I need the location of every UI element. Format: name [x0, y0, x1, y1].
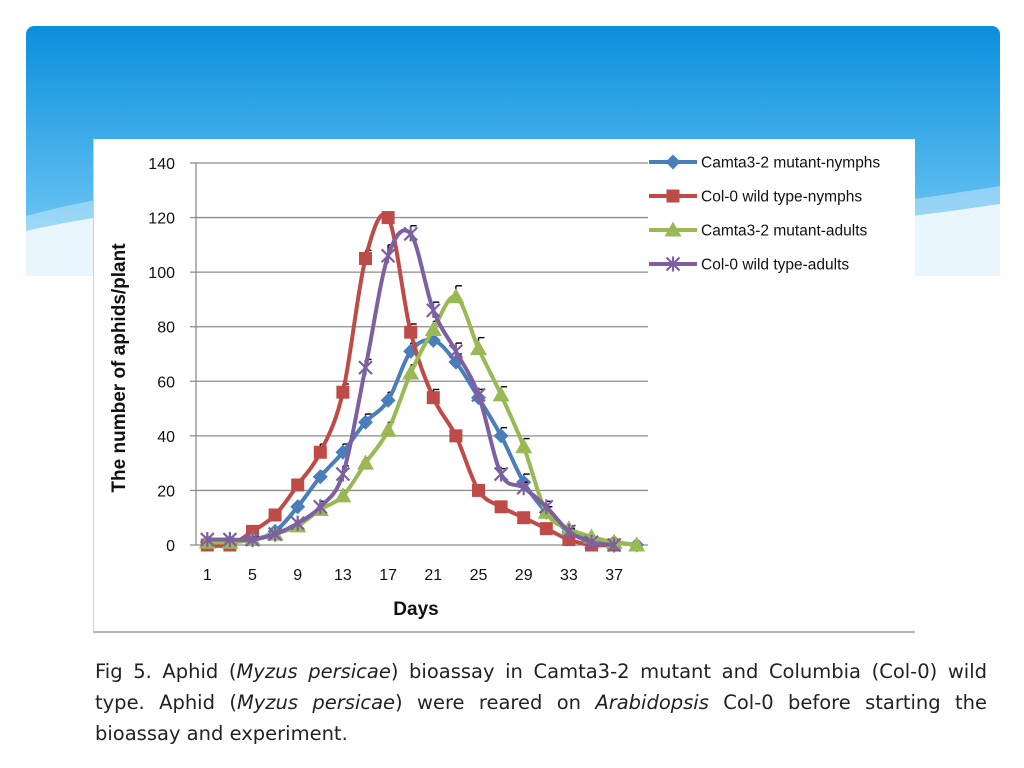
data-point	[222, 532, 238, 548]
data-point	[245, 532, 260, 548]
legend: Camta3-2 mutant-nymphs Col-0 wild type-ny…	[649, 154, 880, 274]
x-axis-title: Days	[393, 599, 438, 620]
data-point	[380, 248, 396, 264]
caption-text-3: ) were reared on	[395, 691, 596, 714]
x-tick-label: 5	[248, 567, 257, 584]
data-point	[584, 534, 599, 550]
legend-item-1: Camta3-2 mutant-nymphs	[649, 154, 880, 172]
series-line	[207, 228, 615, 547]
y-tick-label: 40	[157, 429, 175, 446]
data-point	[312, 469, 328, 485]
data-point	[517, 511, 531, 525]
caption-species-1: Myzus persicae	[236, 660, 391, 683]
data-point	[404, 325, 418, 339]
legend-marker	[665, 256, 681, 272]
x-tick-label: 21	[424, 567, 442, 584]
legend-item-2: Col-0 wild type-nymphs	[649, 189, 862, 206]
y-tick-label: 0	[166, 538, 175, 555]
data-point	[448, 343, 464, 359]
data-point	[290, 499, 306, 515]
figure-panel: 0 20 40 60 80 100 120 140 1 5 9 13 17 21 25 29 33 37 Days T…	[93, 139, 915, 633]
legend-marker	[666, 189, 680, 203]
data-point	[606, 537, 622, 553]
data-point	[358, 360, 373, 376]
data-point	[471, 387, 486, 403]
x-tick-label: 1	[203, 567, 212, 584]
caption-text-2: ) bioassay in Camta3-2 mutant and Columb…	[95, 660, 987, 714]
data-point	[334, 487, 352, 503]
data-point	[426, 391, 440, 405]
data-point	[493, 428, 509, 444]
data-point	[268, 508, 282, 522]
y-tick-label: 60	[157, 374, 175, 391]
caption-text-4: Col-0 before starting the bioassay and e…	[95, 691, 988, 745]
data-point	[267, 526, 283, 542]
data-point	[336, 385, 350, 399]
data-point	[290, 515, 305, 531]
y-axis-title: The number of aphids/plant	[109, 243, 130, 493]
data-point	[562, 533, 576, 547]
legend-label: Camta3-2 mutant-nymphs	[701, 155, 880, 172]
data-point	[492, 386, 510, 402]
data-point	[291, 478, 305, 492]
caption-genus: Arabidopsis	[595, 691, 709, 714]
data-point	[381, 211, 395, 225]
data-point	[358, 414, 373, 430]
data-point	[539, 522, 553, 536]
data-point	[449, 429, 463, 443]
x-tick-label: 37	[605, 567, 623, 584]
series-4	[200, 225, 622, 553]
y-tick-label: 80	[157, 320, 175, 337]
data-point	[424, 320, 442, 336]
series-line	[207, 294, 637, 547]
data-point	[335, 466, 351, 482]
data-point	[359, 252, 372, 265]
data-point	[380, 392, 396, 408]
data-point	[200, 532, 215, 548]
data-point	[628, 536, 646, 552]
data-point	[426, 302, 441, 318]
data-point	[313, 445, 327, 459]
caption-text-1: Fig 5. Aphid (	[95, 660, 237, 683]
legend-item-4: Col-0 wild type-adults	[649, 256, 849, 274]
y-tick-label: 100	[148, 265, 175, 282]
caption-species-2: Myzus persicae	[236, 691, 396, 714]
data-point	[515, 438, 533, 454]
data-point	[516, 480, 531, 496]
x-tick-label: 29	[515, 567, 533, 584]
data-point	[472, 483, 485, 497]
data-point	[539, 499, 554, 515]
x-tick-label: 25	[470, 567, 488, 584]
figure-caption: Fig 5. Aphid (Myzus persicae) bioassay i…	[95, 656, 987, 749]
x-tick-label: 9	[293, 567, 302, 584]
x-tick-label: 17	[379, 567, 397, 584]
legend-marker	[664, 221, 682, 237]
data-point	[494, 500, 508, 514]
data-point	[470, 340, 487, 356]
series-3	[198, 285, 646, 552]
series-line	[207, 212, 615, 548]
legend-marker	[665, 154, 681, 170]
data-point	[447, 288, 465, 304]
data-point	[402, 364, 420, 380]
data-point	[561, 523, 577, 539]
x-tick-label: 13	[334, 567, 352, 584]
y-tick-label: 20	[157, 483, 175, 500]
data-point	[403, 226, 418, 242]
series-layer	[198, 211, 646, 553]
data-point	[357, 454, 374, 470]
legend-label: Camta3-2 mutant-adults	[701, 223, 868, 240]
data-point	[313, 499, 328, 515]
legend-label: Col-0 wild type-adults	[701, 257, 849, 274]
legend-label: Col-0 wild type-nymphs	[701, 189, 862, 206]
axis-layer: 0 20 40 60 80 100 120 140 1 5 9 13 17 21 25 29 33 37 Days T…	[109, 156, 648, 620]
x-tick-label: 33	[560, 567, 578, 584]
data-point	[493, 466, 509, 482]
grid-layer	[196, 162, 648, 492]
y-tick-label: 140	[148, 156, 175, 173]
legend-item-3: Camta3-2 mutant-adults	[649, 221, 868, 240]
data-point	[379, 421, 397, 437]
y-tick-label: 120	[148, 211, 175, 228]
chart: 0 20 40 60 80 100 120 140 1 5 9 13 17 21 25 29 33 37 Days T…	[109, 154, 880, 620]
